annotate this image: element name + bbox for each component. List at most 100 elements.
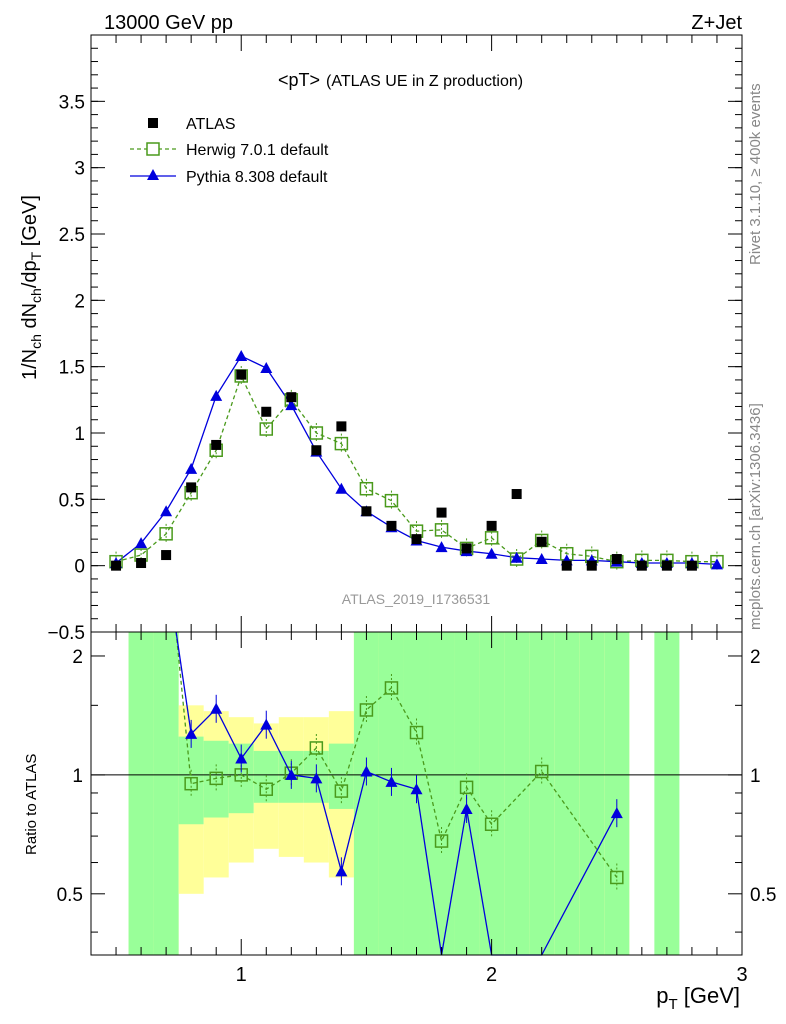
atlas-point bbox=[161, 550, 172, 561]
main-y-tick-label: 0.5 bbox=[59, 490, 85, 511]
atlas-point bbox=[186, 482, 197, 493]
atlas-point bbox=[311, 445, 322, 456]
atlas-point bbox=[686, 560, 697, 571]
mcplots-label: mcplots.cern.ch [arXiv:1306.3436] bbox=[747, 403, 764, 630]
herwig-point bbox=[159, 527, 173, 541]
ratio-band-green bbox=[479, 632, 505, 955]
ratio-pythia-point bbox=[360, 765, 373, 777]
ratio-band-green bbox=[654, 632, 680, 955]
herwig-point bbox=[384, 493, 399, 508]
ratio-pythia-point bbox=[460, 802, 473, 814]
ratio-band-green bbox=[504, 632, 530, 955]
ratio-pythia-point bbox=[385, 775, 398, 787]
atlas-point bbox=[611, 554, 622, 565]
ratio-y-tick-label: 0.5 bbox=[57, 885, 83, 906]
pythia-point bbox=[235, 350, 248, 362]
pythia-point bbox=[335, 482, 348, 494]
analysis-id-label: ATLAS_2019_I1736531 bbox=[342, 591, 491, 607]
ratio-pythia-point bbox=[210, 702, 223, 714]
herwig-point bbox=[484, 531, 499, 545]
x-tick-label: 2 bbox=[486, 964, 497, 986]
atlas-point bbox=[361, 506, 372, 517]
atlas-point bbox=[211, 439, 222, 450]
ratio-pythia-point bbox=[335, 865, 348, 877]
ratio-pythia-point bbox=[260, 718, 273, 730]
atlas-point bbox=[561, 560, 572, 571]
svg-text:pT [GeV]: pT [GeV] bbox=[656, 983, 740, 1013]
svg-text:1/Nch dNch/dpT [GeV]: 1/Nch dNch/dpT [GeV] bbox=[19, 195, 44, 380]
legend-atlas-marker bbox=[148, 118, 158, 128]
ratio-band-green bbox=[203, 740, 229, 818]
ratio-pythia-point bbox=[185, 727, 198, 739]
ratio-herwig-point bbox=[484, 817, 499, 831]
legend-pythia-marker bbox=[147, 169, 159, 180]
main-panel: −0.5 0 0.5 1 1.5 2 2.5 3 3.5 <pT> (ATLAS UE in Z… bbox=[19, 34, 743, 644]
herwig-point bbox=[259, 422, 274, 436]
pythia-point bbox=[510, 551, 523, 563]
ratio-herwig-point bbox=[459, 780, 474, 795]
atlas-point bbox=[336, 421, 347, 432]
ratio-band-green bbox=[128, 632, 154, 955]
legend-atlas-label: ATLAS bbox=[186, 116, 236, 133]
main-y-axis-label: 1/Nch dNch/dpT [GeV] bbox=[19, 195, 44, 380]
legend: ATLAS Herwig 7.0.1 default Pythia 8.308 … bbox=[130, 116, 329, 186]
main-title: <pT> bbox=[278, 70, 320, 90]
pythia-point bbox=[535, 553, 548, 565]
ratio-pythia-point bbox=[410, 783, 423, 795]
herwig-point bbox=[359, 481, 374, 496]
atlas-point bbox=[386, 520, 397, 531]
legend-pythia-label: Pythia 8.308 default bbox=[186, 169, 328, 186]
main-y-tick-label: −0.5 bbox=[47, 623, 85, 644]
ratio-y-axis-label: Ratio to ATLAS bbox=[23, 754, 40, 855]
herwig-point bbox=[334, 436, 349, 451]
ratio-herwig-line bbox=[175, 631, 618, 878]
ratio-y-tick-label-right: 1 bbox=[750, 766, 761, 787]
atlas-point bbox=[536, 536, 547, 547]
atlas-point bbox=[586, 560, 597, 571]
ratio-pythia-point bbox=[285, 768, 298, 780]
main-y-tick-label: 3.5 bbox=[59, 92, 85, 113]
main-y-tick-label: 0 bbox=[74, 557, 85, 578]
atlas-point bbox=[436, 507, 447, 518]
ratio-pythia-point bbox=[235, 752, 248, 764]
atlas-point bbox=[461, 543, 472, 554]
main-y-tick-label: 2 bbox=[74, 291, 85, 312]
ratio-herwig-point bbox=[259, 782, 274, 796]
ratio-pythia-line bbox=[175, 631, 618, 956]
ratio-herwig-point bbox=[209, 771, 223, 786]
ratio-y-tick-label: 2 bbox=[72, 647, 83, 668]
x-tick-label: 3 bbox=[736, 964, 747, 986]
atlas-point bbox=[486, 520, 497, 531]
pythia-point bbox=[160, 505, 173, 517]
ratio-band-green bbox=[153, 632, 179, 955]
main-subtitle: (ATLAS UE in Z production) bbox=[326, 73, 523, 90]
ratio-band-green bbox=[604, 632, 630, 955]
pythia-point bbox=[185, 462, 198, 474]
main-y-tick-label: 3 bbox=[74, 159, 85, 180]
atlas-point bbox=[636, 560, 647, 571]
pythia-point bbox=[260, 361, 273, 373]
ratio-herwig-point bbox=[384, 681, 399, 695]
pythia-point bbox=[210, 389, 223, 401]
pythia-point bbox=[135, 537, 148, 549]
ratio-y-tick-label-right: 2 bbox=[750, 647, 761, 668]
main-y-tick-label: 1.5 bbox=[59, 358, 85, 379]
ratio-herwig-point bbox=[184, 776, 198, 791]
x-axis-label: pT [GeV] bbox=[656, 983, 740, 1013]
pythia-point bbox=[485, 547, 498, 559]
ratio-herwig-point bbox=[434, 834, 449, 848]
atlas-point bbox=[136, 558, 147, 569]
process-label: Z+Jet bbox=[691, 12, 742, 34]
main-y-tick-label: 1 bbox=[74, 424, 85, 445]
atlas-point bbox=[286, 392, 297, 403]
herwig-point bbox=[309, 426, 324, 440]
ratio-band-green bbox=[353, 632, 379, 955]
pythia-point bbox=[285, 399, 298, 411]
ratio-pythia-point bbox=[310, 772, 323, 784]
atlas-point bbox=[236, 369, 247, 380]
ratio-y-tick-label: 1 bbox=[72, 766, 83, 787]
atlas-point bbox=[261, 406, 272, 417]
ratio-band-green bbox=[529, 632, 555, 955]
pythia-point bbox=[435, 541, 448, 553]
